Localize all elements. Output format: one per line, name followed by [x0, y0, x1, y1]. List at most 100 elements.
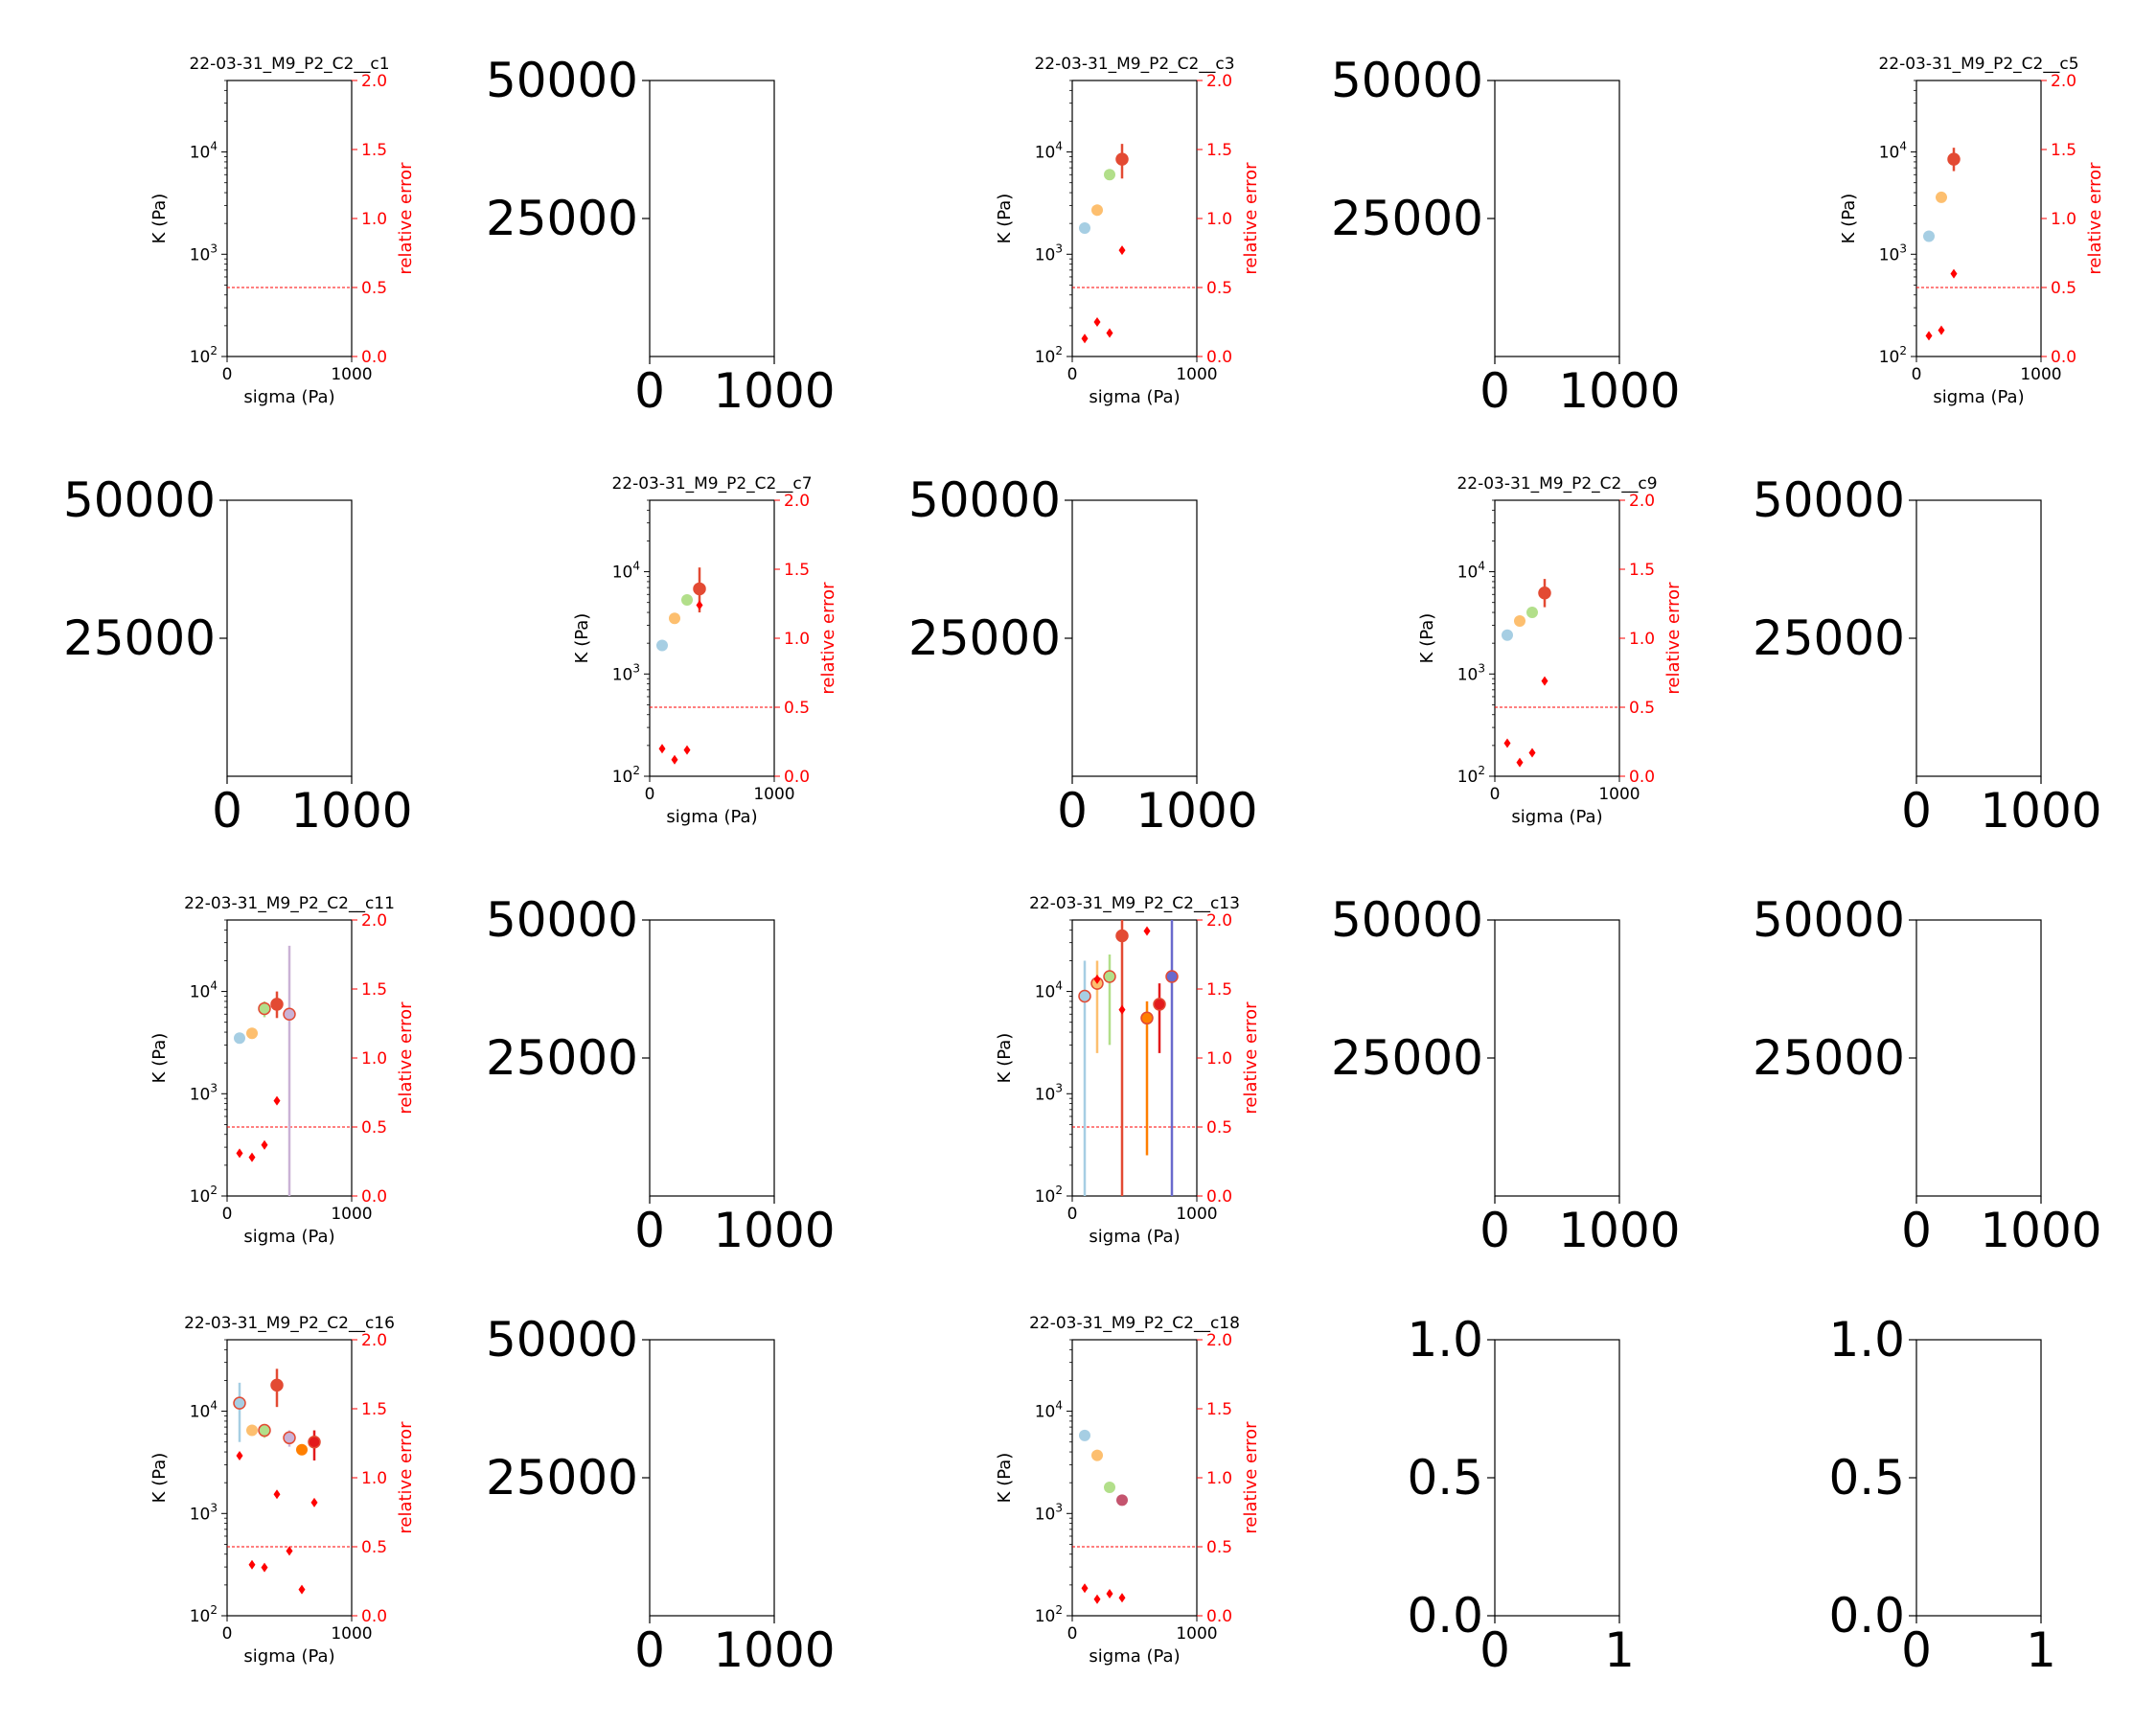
rel-error-marker	[1503, 738, 1511, 748]
rel-error-marker	[236, 1148, 243, 1159]
y-tick-label: 25000	[1331, 191, 1483, 246]
y2-tick-label: 0.5	[361, 279, 387, 298]
y2-tick-label: 0.5	[2051, 279, 2076, 298]
rel-error-marker	[261, 1139, 268, 1150]
data-layer	[1923, 148, 1961, 341]
x-tick-label: 0	[1479, 1203, 1510, 1258]
empty-panel: 50000 25000 0 1000	[63, 472, 413, 839]
data-point	[681, 594, 693, 607]
y-tick-label: 102	[1879, 344, 1907, 367]
y-tick-label: 50000	[1331, 892, 1483, 948]
y2-axis-label: relative error	[818, 582, 838, 695]
y2-tick-label: 0.0	[1206, 1187, 1232, 1207]
y-tick-label: 0.5	[1828, 1450, 1905, 1506]
y2-tick-label: 1.5	[361, 980, 387, 1000]
plot-frame	[1071, 499, 1198, 777]
x-tick-label: 0	[1490, 785, 1501, 804]
plot-frame	[649, 919, 775, 1197]
y-tick-label: 0.5	[1407, 1450, 1483, 1506]
rel-error-marker	[1106, 328, 1113, 338]
x-tick-label: 0	[1067, 1624, 1078, 1644]
data-point	[270, 998, 284, 1011]
y2-tick-label: 0.0	[361, 1187, 387, 1207]
y-tick-label: 104	[190, 140, 218, 163]
y2-tick-label: 0.5	[1629, 699, 1655, 718]
chart-title: 22-03-31_M9_P2_C2__c5	[1878, 55, 2078, 74]
y2-tick-label: 0.5	[1206, 1118, 1232, 1138]
data-point	[258, 1423, 271, 1438]
y2-tick-label: 0.5	[1206, 279, 1232, 298]
rel-error-marker	[1106, 1588, 1113, 1598]
empty-panel: 1.0 0.5 0.00 1	[1828, 1312, 2055, 1678]
x-tick-label: 1	[2026, 1622, 2056, 1678]
x-tick-label: 1000	[713, 1203, 835, 1258]
y2-tick-label: 0.0	[2051, 348, 2076, 367]
data-layer	[234, 945, 296, 1196]
rel-error-marker	[1081, 1583, 1089, 1594]
rel-error-marker	[310, 1497, 318, 1507]
y2-axis-label: relative error	[1241, 1001, 1261, 1115]
y2-tick-label: 1.0	[784, 630, 810, 649]
data-point	[1923, 230, 1935, 242]
y2-axis-label: relative error	[1241, 1421, 1261, 1534]
y-tick-label: 102	[1457, 764, 1485, 787]
y-tick-label: 104	[1457, 560, 1485, 583]
y2-tick-label: 2.0	[361, 72, 387, 91]
y-tick-label: 103	[1879, 242, 1907, 264]
x-tick-label: 1000	[753, 785, 794, 804]
chart-panel: 22-03-31_M9_P2_C2__c3 102 103 104 0.0 0.5 1.0 1…	[995, 55, 1261, 407]
x-tick-label: 0	[1479, 363, 1510, 419]
data-point	[1165, 970, 1179, 983]
y-tick-label: 103	[190, 1501, 218, 1524]
rel-error-marker	[1950, 268, 1958, 279]
rel-error-marker	[273, 1489, 281, 1500]
rel-error-marker	[1541, 676, 1548, 686]
y2-tick-label: 2.0	[1206, 911, 1232, 931]
y-tick-label: 50000	[486, 1312, 638, 1368]
chart-panel: 22-03-31_M9_P2_C2__c18 102 103 104 0.0 0.5 1.0…	[995, 1314, 1261, 1667]
plot-frame	[1071, 919, 1198, 1197]
data-point	[1115, 929, 1129, 943]
rel-error-marker	[1118, 1593, 1126, 1603]
data-point	[1502, 629, 1513, 641]
empty-panel: 50000 25000 0 1000	[486, 892, 836, 1258]
x-tick-label: 0	[1479, 1622, 1510, 1678]
rel-error-marker	[1118, 245, 1126, 256]
plot-frame	[1915, 919, 2042, 1197]
y2-tick-label: 1.0	[1206, 210, 1232, 229]
y-tick-label: 102	[1035, 344, 1063, 367]
y-tick-label: 104	[1035, 1399, 1063, 1422]
x-tick-label: 0	[634, 1203, 665, 1258]
y2-tick-label: 2.0	[1206, 72, 1232, 91]
data-point	[246, 1424, 258, 1437]
y2-tick-label: 1.0	[361, 210, 387, 229]
y2-tick-label: 1.0	[1629, 630, 1655, 649]
y2-tick-label: 1.5	[1206, 141, 1232, 160]
x-tick-label: 0	[1901, 1203, 1932, 1258]
x-axis-label: sigma (Pa)	[1089, 387, 1180, 407]
y2-tick-label: 1.5	[1206, 980, 1232, 1000]
chart-title: 22-03-31_M9_P2_C2__c13	[1029, 894, 1240, 913]
y2-axis-label: relative error	[396, 1421, 416, 1534]
y-tick-label: 104	[190, 979, 218, 1002]
data-point	[1115, 152, 1129, 166]
data-point	[283, 1007, 296, 1022]
rel-error-marker	[298, 1584, 306, 1595]
x-axis-label: sigma (Pa)	[243, 1227, 334, 1247]
x-tick-label: 0	[1067, 1205, 1078, 1224]
data-layer	[233, 1368, 321, 1595]
y-tick-label: 102	[612, 764, 640, 787]
x-tick-label: 1	[1604, 1622, 1635, 1678]
y-tick-label: 104	[1035, 140, 1063, 163]
x-axis-label: sigma (Pa)	[1089, 1227, 1180, 1247]
chart-title: 22-03-31_M9_P2_C2__c3	[1034, 55, 1234, 74]
y2-tick-label: 1.5	[1206, 1400, 1232, 1419]
y-tick-label: 25000	[1331, 1030, 1483, 1086]
y2-tick-label: 1.5	[784, 561, 810, 580]
data-point	[1103, 970, 1116, 983]
y-tick-label: 103	[612, 661, 640, 684]
x-tick-label: 1000	[1135, 783, 1257, 839]
rel-error-marker	[273, 1095, 281, 1106]
y2-axis-label: relative error	[2085, 162, 2105, 275]
x-tick-label: 0	[645, 785, 655, 804]
